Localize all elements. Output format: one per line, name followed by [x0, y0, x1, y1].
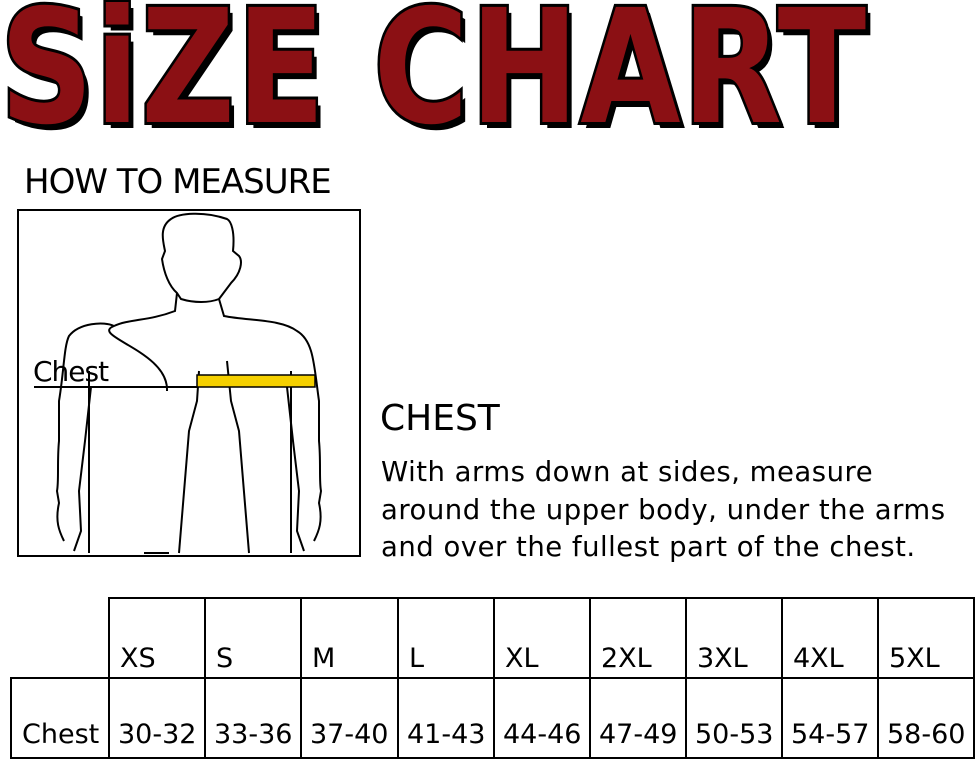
- chest-value: 47-49: [589, 677, 687, 759]
- chest-value: 41-43: [397, 677, 495, 759]
- description-line: and over the fullest part of the chest.: [381, 531, 916, 563]
- size-header: 2XL: [589, 597, 687, 679]
- size-header: 3XL: [685, 597, 783, 679]
- tape-measure: [196, 374, 316, 388]
- chest-description: With arms down at sides, measure around …: [381, 454, 978, 567]
- chest-value: 44-46: [493, 677, 591, 759]
- chest-value: 50-53: [685, 677, 783, 759]
- chest-value: 54-57: [781, 677, 879, 759]
- size-header: 5XL: [877, 597, 975, 679]
- chest-value: 30-32: [108, 677, 206, 759]
- size-header: XS: [108, 597, 206, 679]
- description-line: around the upper body, under the arms: [381, 493, 946, 526]
- chest-label: Chest: [33, 355, 109, 388]
- size-header: 4XL: [781, 597, 879, 679]
- row-label: Chest: [10, 677, 110, 759]
- page-title: SiZE CHART: [0, 0, 869, 160]
- chest-value: 33-36: [204, 677, 302, 759]
- size-header: XL: [493, 597, 591, 679]
- description-line: With arms down at sides, measure: [381, 456, 874, 488]
- chest-value: 37-40: [300, 677, 399, 759]
- measure-figure: Chest: [17, 209, 361, 557]
- chest-value: 58-60: [877, 677, 975, 759]
- size-header: S: [204, 597, 302, 679]
- size-header: L: [397, 597, 495, 679]
- chest-heading: CHEST: [380, 398, 500, 439]
- size-header: M: [300, 597, 399, 679]
- how-to-measure-heading: HOW TO MEASURE: [24, 162, 332, 202]
- body-outline-illustration: [34, 212, 323, 554]
